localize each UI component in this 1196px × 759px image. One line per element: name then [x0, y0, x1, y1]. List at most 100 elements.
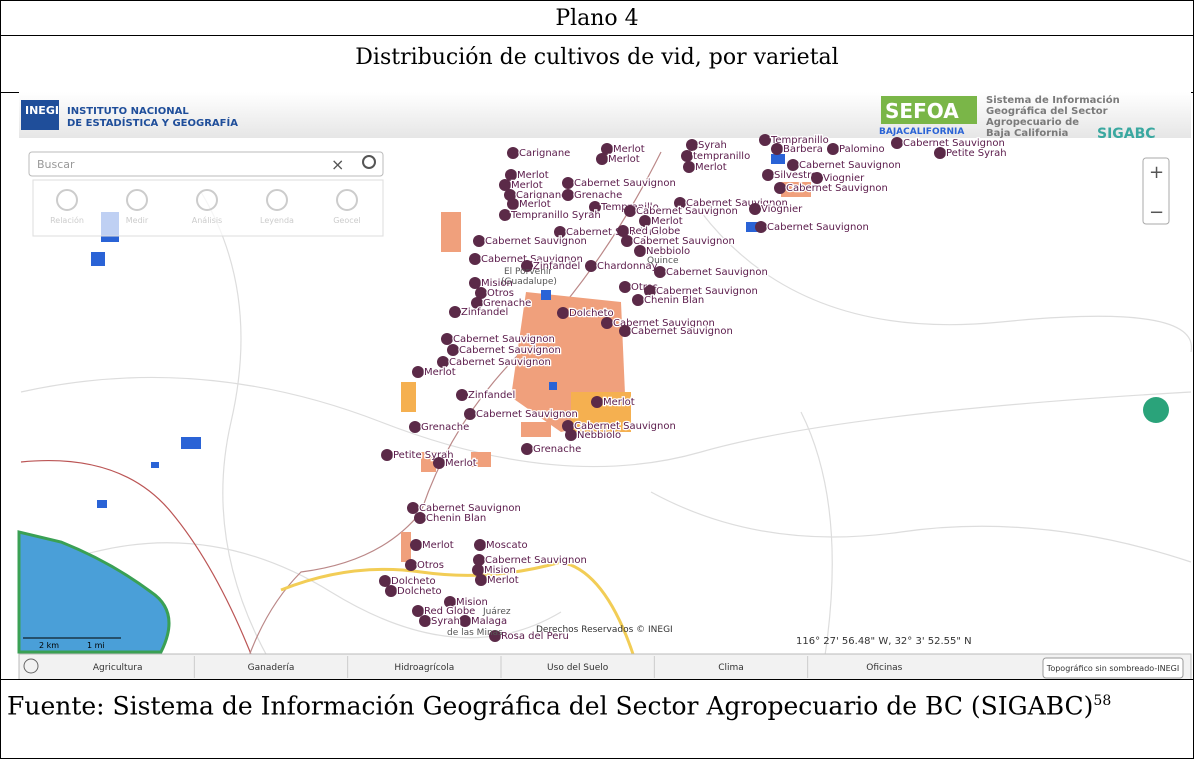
vineyard-marker	[755, 221, 767, 233]
variety-label: Carignane	[519, 148, 570, 159]
tab-label[interactable]: Hidroagrícola	[394, 663, 454, 673]
sistema: Geográfica del Sector	[986, 105, 1108, 117]
highway	[280, 560, 643, 680]
zoom-in[interactable]: +	[1149, 162, 1164, 183]
terrain	[20, 191, 1193, 680]
variety-label: Palomino	[839, 144, 885, 155]
vineyard-marker	[624, 205, 636, 217]
vineyard-marker	[507, 147, 519, 159]
vineyard-marker	[596, 153, 608, 165]
variety-label: Merlot	[422, 540, 454, 551]
vineyard-marker	[441, 333, 453, 345]
vineyard-marker	[473, 554, 485, 566]
basemap-button[interactable]	[1042, 657, 1184, 679]
vineyard-marker	[654, 266, 666, 278]
vineyard-marker	[632, 294, 644, 306]
variety-label: Merlot	[487, 575, 519, 586]
place-label: Quince	[647, 256, 679, 266]
vineyard-marker	[562, 177, 574, 189]
tool-icon[interactable]	[196, 189, 218, 211]
variety-label: Rosa del Peru	[501, 631, 569, 642]
variety-label: Merlot	[651, 216, 683, 227]
vineyard-marker	[681, 150, 693, 162]
tab-label[interactable]: Clima	[718, 663, 744, 673]
info-pin[interactable]	[1143, 397, 1169, 423]
vineyard-marker	[419, 615, 431, 627]
history-icon[interactable]	[23, 658, 39, 674]
vineyard-marker	[686, 139, 698, 151]
zoom-out[interactable]: −	[1149, 202, 1164, 223]
variety-label: Mision	[456, 597, 488, 608]
vineyard-marker	[414, 512, 426, 524]
vineyard-marker	[774, 182, 786, 194]
vineyard-marker	[749, 203, 761, 215]
variety-label: Cabernet Sauvignon	[613, 318, 715, 329]
variety-label: Mision	[484, 565, 516, 576]
vineyard-marker	[617, 225, 629, 237]
variety-label: Dolcheto	[569, 308, 614, 319]
variety-label: Silvestre	[774, 170, 817, 181]
sistema: Sistema de Información	[986, 94, 1120, 106]
vineyard-marker	[412, 366, 424, 378]
tool-icon[interactable]	[336, 189, 358, 211]
variety-label: Chenin Blan	[644, 295, 704, 306]
sistema: Agropecuario de	[986, 117, 1079, 128]
tool-label: Geocel	[333, 216, 361, 225]
vineyard-marker	[475, 287, 487, 299]
variety-label: Dolcheto	[397, 586, 442, 597]
variety-label: Cabernet Sauvignon	[449, 357, 551, 368]
tool-icon[interactable]	[126, 189, 148, 211]
variety-label: Cabernet Sauvignon	[767, 222, 869, 233]
vineyard-marker	[405, 559, 417, 571]
tab-label[interactable]: Uso del Suelo	[547, 663, 609, 673]
vineyard-marker	[469, 253, 481, 265]
ocean	[17, 530, 171, 654]
vineyard-marker	[644, 285, 656, 297]
variety-label: Moscato	[486, 540, 528, 551]
vineyard-marker	[891, 137, 903, 149]
vineyard-marker	[554, 226, 566, 238]
vineyard-marker	[619, 281, 631, 293]
scale-mi: 1 mi	[87, 641, 105, 650]
search-clear[interactable]: ×	[331, 155, 344, 174]
variety-label: Cabernet Sauvignon	[636, 206, 738, 217]
variety-label: Merlot	[519, 199, 551, 210]
vineyard-marker	[562, 189, 574, 201]
variety-label: Merlot	[445, 458, 477, 469]
variety-label: Nebbiolo	[646, 246, 690, 257]
variety-label: Otros	[487, 288, 514, 299]
tool-label: Análisis	[192, 216, 222, 225]
vineyard-marker	[499, 209, 511, 221]
vineyard-marker	[444, 596, 456, 608]
vineyard-marker	[474, 539, 486, 551]
toolbox	[32, 179, 384, 237]
vineyard-marker	[557, 307, 569, 319]
vineyard-marker	[473, 235, 485, 247]
search-box[interactable]	[28, 151, 384, 177]
variety-label: Grenache	[574, 190, 622, 201]
tab-label[interactable]: Ganadería	[248, 663, 295, 673]
vineyard-marker	[601, 143, 613, 155]
variety-label: Cabernet Sauvignon	[485, 236, 587, 247]
place-label: El Porvenir	[504, 267, 552, 277]
vineyard-marker	[410, 539, 422, 551]
tab-label[interactable]: Oficinas	[866, 663, 902, 673]
variety-label: Cabernet Sauvignon	[453, 334, 555, 345]
tool-label: Relación	[50, 215, 84, 225]
variety-label: Cabernet Sauvignon	[566, 227, 668, 238]
tool-icon[interactable]	[56, 189, 78, 211]
tool-icon[interactable]	[266, 189, 288, 211]
variety-label: Tempranillo	[770, 135, 829, 146]
coordinates: 116° 27' 56.48" W, 32° 3' 52.55" N	[796, 636, 972, 647]
variety-label: Malaga	[471, 616, 507, 627]
tab-label[interactable]: Agricultura	[93, 663, 143, 673]
svg-text:INEGI: INEGI	[25, 104, 59, 117]
vineyard-marker	[827, 143, 839, 155]
search-icon[interactable]	[362, 155, 376, 169]
variety-label: Grenache	[421, 422, 469, 433]
vineyard-marker	[634, 245, 646, 257]
caption-text: Fuente: Sistema de Información Geográfic…	[7, 691, 1094, 721]
sigabc: SIGABC	[1097, 126, 1156, 142]
vineyard-marker	[771, 143, 783, 155]
